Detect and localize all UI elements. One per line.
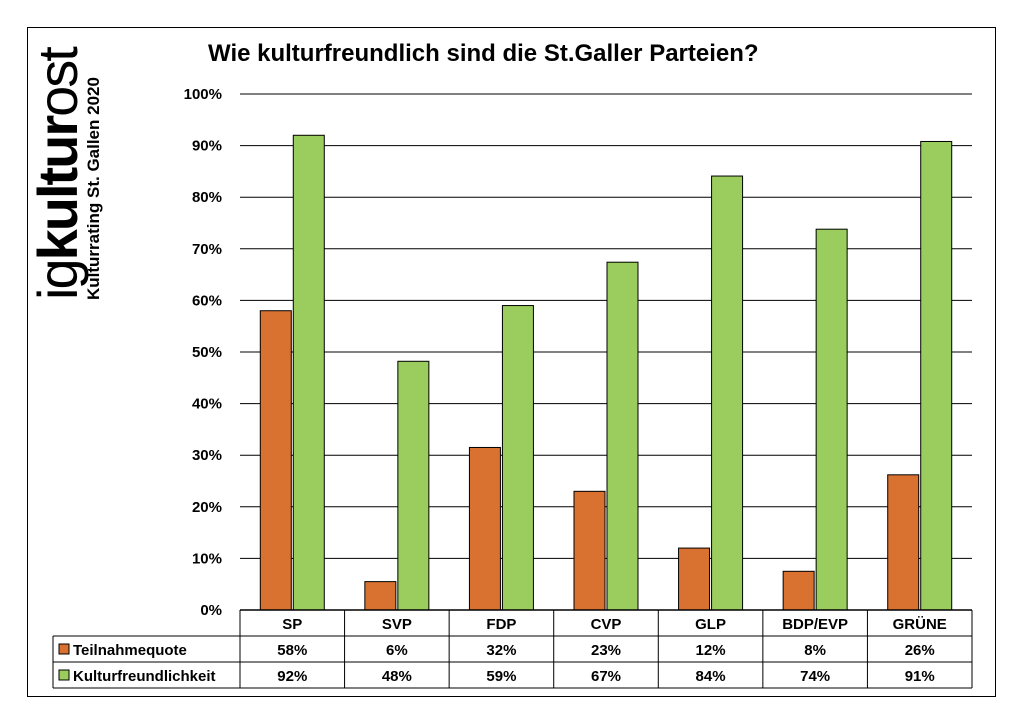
y-tick-label: 0% <box>200 602 222 619</box>
y-tick-label: 30% <box>192 447 222 464</box>
category-label: FDP <box>486 616 516 633</box>
data-label: 84% <box>696 668 726 685</box>
data-label: 23% <box>591 642 621 659</box>
data-label: 6% <box>386 642 408 659</box>
data-label: 8% <box>804 642 826 659</box>
bar-kulturfreundlichkeit-glp <box>711 175 744 611</box>
bar-kulturfreundlichkeit-grne <box>920 140 953 611</box>
data-label: 92% <box>277 668 307 685</box>
bar-teilnahmequote-sp <box>259 310 292 611</box>
bar-teilnahmequote-bdpevp <box>782 570 815 611</box>
chart-title: Wie kulturfreundlich sind die St.Galler … <box>208 40 759 67</box>
data-label: 32% <box>486 642 516 659</box>
data-label: 48% <box>382 668 412 685</box>
bar-kulturfreundlichkeit-bdpevp <box>815 228 848 611</box>
category-label: CVP <box>591 616 622 633</box>
y-tick-label: 60% <box>192 292 222 309</box>
bar-kulturfreundlichkeit-svp <box>397 360 430 611</box>
category-label: SVP <box>382 616 412 633</box>
category-label: SP <box>282 616 302 633</box>
category-label: BDP/EVP <box>782 616 848 633</box>
bar-teilnahmequote-grne <box>887 474 920 611</box>
data-label: 67% <box>591 668 621 685</box>
data-label: 74% <box>800 668 830 685</box>
data-label: 59% <box>486 668 516 685</box>
data-label: 58% <box>277 642 307 659</box>
y-tick-label: 100% <box>184 86 222 103</box>
y-tick-label: 10% <box>192 550 222 567</box>
bar-kulturfreundlichkeit-cvp <box>606 261 639 611</box>
legend-swatch <box>58 643 70 655</box>
bar-teilnahmequote-svp <box>364 581 397 611</box>
category-label: GRÜNE <box>893 616 947 633</box>
legend-swatch <box>58 669 70 681</box>
category-label: GLP <box>695 616 726 633</box>
bar-teilnahmequote-fdp <box>468 446 501 611</box>
y-tick-label: 50% <box>192 344 222 361</box>
legend-label: Kulturfreundlichkeit <box>73 668 216 685</box>
bar-teilnahmequote-glp <box>678 547 711 611</box>
legend-label: Teilnahmequote <box>73 642 187 659</box>
chart-frame <box>27 27 996 697</box>
bar-kulturfreundlichkeit-fdp <box>501 305 534 611</box>
y-tick-label: 20% <box>192 499 222 516</box>
y-tick-label: 90% <box>192 138 222 155</box>
y-tick-label: 80% <box>192 189 222 206</box>
bar-kulturfreundlichkeit-sp <box>292 134 325 611</box>
y-tick-label: 70% <box>192 241 222 258</box>
data-label: 91% <box>905 668 935 685</box>
data-label: 12% <box>696 642 726 659</box>
bar-teilnahmequote-cvp <box>573 490 606 611</box>
y-tick-label: 40% <box>192 396 222 413</box>
data-label: 26% <box>905 642 935 659</box>
